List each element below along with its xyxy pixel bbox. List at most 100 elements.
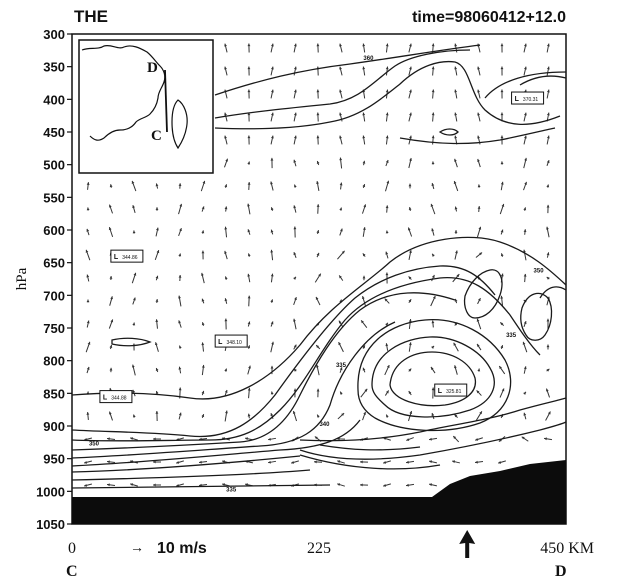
- wind-vector-head: [270, 43, 274, 47]
- inset-label-c: C: [151, 128, 162, 144]
- contour-line: [71, 292, 456, 451]
- chart-title: THE: [74, 7, 108, 26]
- wind-vector-head: [201, 322, 205, 326]
- low-box: [511, 91, 545, 105]
- wind-vector-head: [454, 135, 458, 139]
- wind-vector-head: [385, 89, 389, 93]
- wind-vector-head: [500, 161, 504, 165]
- wind-vector-head: [155, 390, 159, 394]
- wind-vector-head: [432, 296, 436, 300]
- contour-line: [214, 44, 481, 96]
- wind-vector-head: [475, 438, 479, 441]
- wind-vector-head: [316, 388, 320, 392]
- wind-vector-head: [454, 365, 457, 369]
- wind-vector-head: [500, 345, 504, 349]
- wind-vector-head: [524, 43, 527, 47]
- inset-map-frame: [78, 39, 214, 174]
- wind-vector-head: [247, 161, 251, 165]
- wind-vector-head: [385, 230, 389, 234]
- wind-vector-head: [84, 483, 88, 487]
- wind-vector-head: [270, 89, 274, 93]
- wind-vector-head: [131, 180, 135, 184]
- wind-vector-head: [429, 460, 432, 464]
- low-value: 370.31: [523, 97, 539, 103]
- inset-section-line: [164, 69, 168, 133]
- wind-vector-head: [546, 318, 550, 322]
- wind-vector-head: [500, 43, 504, 47]
- wind-vector-head: [431, 161, 435, 165]
- wind-vector-head: [501, 388, 505, 392]
- wind-vector-head: [409, 66, 412, 70]
- wind-vector-head: [270, 391, 274, 395]
- wind-vector-head: [293, 89, 297, 93]
- wind-vector-head: [408, 276, 412, 280]
- wind-vector-head: [201, 250, 205, 254]
- wind-vector-head: [431, 228, 435, 232]
- wind-vector-head: [86, 320, 90, 324]
- wind-vector-head: [477, 66, 480, 70]
- wind-vector-head: [385, 43, 389, 47]
- wind-vector-head: [522, 341, 526, 345]
- wind-vector-head: [454, 230, 458, 233]
- contour-line: [399, 127, 556, 145]
- wind-vector-head: [130, 483, 134, 486]
- wind-vector-head: [156, 250, 160, 254]
- wind-vector-head: [107, 437, 110, 441]
- wind-vector-head: [453, 436, 457, 439]
- wind-vector-head: [385, 160, 389, 163]
- contour-label: 350: [534, 268, 545, 274]
- y-tick-label: 850: [43, 386, 65, 401]
- wind-vector-head: [500, 253, 504, 257]
- wind-vector-head: [316, 252, 320, 256]
- wind-vector-head: [500, 229, 504, 233]
- wind-vector-head: [86, 366, 90, 370]
- wind-vector-head: [200, 272, 204, 276]
- wind-vector-head: [132, 297, 136, 301]
- wind-vector-head: [224, 276, 228, 280]
- wind-vector-head: [500, 295, 504, 299]
- low-box: [434, 383, 468, 397]
- wind-vector-head: [409, 250, 412, 253]
- wind-vector-head: [247, 135, 251, 139]
- wind-vector-head: [107, 460, 110, 464]
- wind-vector-head: [293, 318, 296, 322]
- wind-vector-head: [316, 89, 320, 93]
- wind-vector-head: [247, 89, 251, 93]
- wind-vector-head: [292, 410, 296, 414]
- contour-label: 350: [89, 442, 100, 448]
- low-label: L: [515, 96, 520, 103]
- wind-vector-head: [86, 299, 90, 303]
- wind-vector-head: [224, 66, 227, 70]
- time-label: time=98060412+12.0: [412, 9, 566, 26]
- wind-vector-head: [362, 66, 366, 70]
- wind-vector-head: [86, 182, 90, 185]
- wind-vector-head: [155, 411, 159, 414]
- wind-vector-head: [454, 66, 458, 70]
- wind-vector-head: [248, 365, 251, 369]
- wind-vector-head: [385, 343, 389, 347]
- wind-vector-head: [546, 43, 550, 47]
- low-label: L: [438, 388, 443, 395]
- contour-label: 335: [226, 487, 237, 493]
- wind-vector-head: [339, 43, 342, 47]
- wind-vector-head: [340, 391, 343, 395]
- wind-vector-head: [270, 299, 274, 303]
- contour-line: [539, 286, 567, 299]
- contour-line: [111, 337, 152, 347]
- wind-vector-head: [222, 483, 226, 487]
- y-tick-label: 700: [43, 288, 65, 303]
- cross-section-marker-arrow: [459, 530, 476, 558]
- endpoint-end-label: D: [555, 563, 567, 580]
- wind-vector-head: [268, 460, 271, 464]
- wind-vector-head: [547, 411, 551, 415]
- wind-vector-head: [430, 366, 434, 370]
- wind-vector-head: [153, 460, 156, 464]
- wind-vector-head: [109, 276, 113, 279]
- x-tick-label: 225: [307, 540, 331, 557]
- wind-vector-head: [546, 112, 550, 116]
- wind-vector-head: [178, 412, 182, 416]
- wind-vector-head: [247, 273, 251, 277]
- wind-vector-head: [270, 66, 274, 70]
- low-box: [110, 249, 144, 263]
- contour-line: [71, 265, 496, 438]
